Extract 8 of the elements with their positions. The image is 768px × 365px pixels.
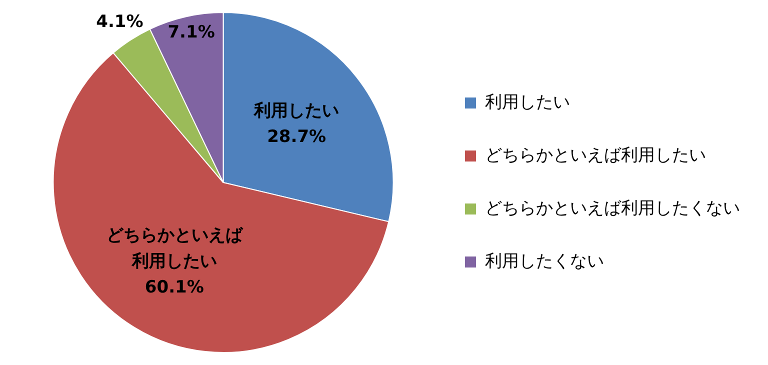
legend-label: 利用したい [485, 92, 570, 112]
data-label: 利用したい 28.7% [253, 100, 340, 147]
legend-label: 利用したくない [485, 251, 604, 272]
legend-label: どちらかといえば利用したくない [485, 198, 740, 218]
legend-label: どちらかといえば利用したい [485, 145, 706, 166]
data-label: 7.1% [168, 22, 215, 42]
data-label: 4.1% [96, 12, 144, 32]
data-label: どちらかといえば利用したい 60.1% [106, 226, 244, 298]
